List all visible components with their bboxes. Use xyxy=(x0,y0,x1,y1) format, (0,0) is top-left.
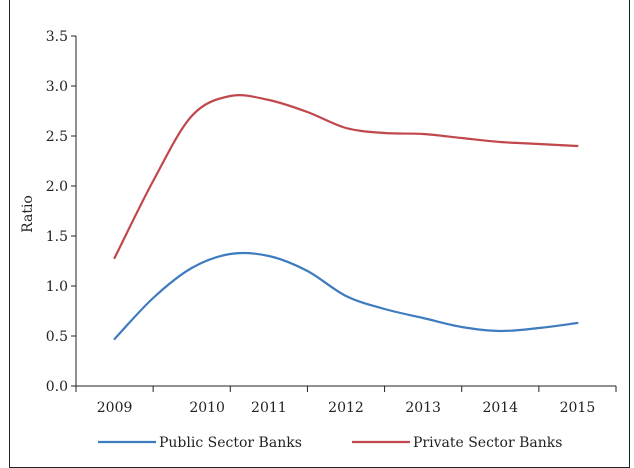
x-tick-label: 2013 xyxy=(405,400,441,416)
legend-label: Public Sector Banks xyxy=(159,435,302,451)
legend: Public Sector Banks Private Sector Banks xyxy=(98,435,562,451)
y-tick-label: 0.0 xyxy=(46,379,68,395)
series-line-public-sector-banks xyxy=(113,251,579,341)
legend-item: Public Sector Banks xyxy=(98,435,302,451)
x-axis: 2009 2010 2011 2012 2013 2014 2015 xyxy=(75,385,617,416)
y-tick-label: 3.0 xyxy=(46,79,68,95)
y-tick-label: 1.5 xyxy=(46,229,68,245)
y-tick-label: 0.5 xyxy=(46,329,68,345)
legend-item: Private Sector Banks xyxy=(352,435,562,451)
x-tick-label: 2011 xyxy=(251,400,287,416)
y-tick-label: 1.0 xyxy=(46,279,68,295)
x-tick-label: 2014 xyxy=(482,400,518,416)
legend-label: Private Sector Banks xyxy=(413,435,562,451)
y-tick-label: 2.5 xyxy=(46,129,68,145)
x-tick-label: 2012 xyxy=(328,400,364,416)
x-tick-label: 2015 xyxy=(560,400,596,416)
y-tick-label: 3.5 xyxy=(46,29,68,45)
y-tick-label: 2.0 xyxy=(46,179,68,195)
x-tick-label: 2009 xyxy=(97,400,133,416)
y-axis: 0.0 0.5 1.0 1.5 2.0 2.5 3.0 3.5 xyxy=(46,29,77,395)
series-line-private-sector-banks xyxy=(113,94,579,260)
series-lines xyxy=(113,94,579,341)
y-axis-title: Ratio xyxy=(20,195,36,233)
x-tick-label: 2010 xyxy=(189,400,225,416)
